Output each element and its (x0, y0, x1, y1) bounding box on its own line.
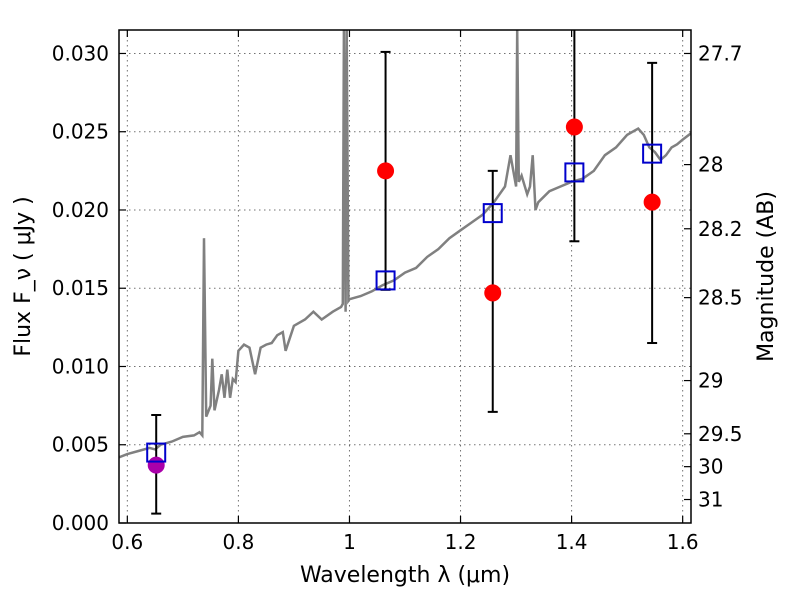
x-tick-label: 0.6 (111, 530, 143, 554)
y-tick-label: 0.000 (52, 511, 109, 535)
y-tick-label: 0.015 (52, 276, 109, 300)
synthetic-point (564, 162, 585, 183)
y-tick-label: 0.010 (52, 354, 109, 378)
right-axis-label: Magnitude (AB) (754, 191, 779, 362)
model-spectrum (119, 30, 691, 459)
magnitude-tick-label: 31 (698, 488, 723, 512)
magnitude-tick-label: 28.5 (698, 286, 743, 310)
y-tick-label: 0.020 (52, 198, 109, 222)
x-tick-label: 1.4 (556, 530, 588, 554)
synthetic-point (642, 143, 663, 164)
photometry-point (484, 284, 502, 302)
synthetic-point (146, 442, 167, 463)
synthetic-point (482, 203, 503, 224)
y-axis-label: Flux F_ν ( μJy ) (11, 196, 36, 356)
axis-ticks: 0.6 0.8 1 1.2 1.4 1.6 0.000 0.005 0.010 0.015 0.02… (52, 30, 743, 554)
y-tick-label: 0.025 (52, 120, 109, 144)
x-axis-label: Wavelength λ (μm) (300, 563, 510, 588)
magnitude-tick-label: 29 (698, 369, 723, 393)
x-tick-label: 1 (343, 530, 356, 554)
photometry-point (377, 162, 395, 180)
magnitude-tick-label: 27.7 (698, 41, 743, 65)
synthetic-photometry (146, 143, 663, 463)
x-tick-label: 1.6 (667, 530, 699, 554)
photometry-point (643, 193, 661, 211)
y-tick-label: 0.030 (52, 41, 109, 65)
synthetic-point (375, 270, 396, 291)
photometry-point (565, 118, 583, 136)
magnitude-tick-label: 30 (698, 455, 723, 479)
magnitude-tick-label: 28 (698, 153, 723, 177)
x-tick-label: 1.2 (445, 530, 477, 554)
magnitude-tick-label: 28.2 (698, 217, 743, 241)
model-spectrum-line (119, 30, 691, 459)
x-tick-label: 0.8 (222, 530, 254, 554)
y-tick-label: 0.005 (52, 433, 109, 457)
plot-frame (118, 29, 692, 524)
optical-point (147, 456, 165, 474)
magnitude-tick-label: 29.5 (698, 422, 743, 446)
